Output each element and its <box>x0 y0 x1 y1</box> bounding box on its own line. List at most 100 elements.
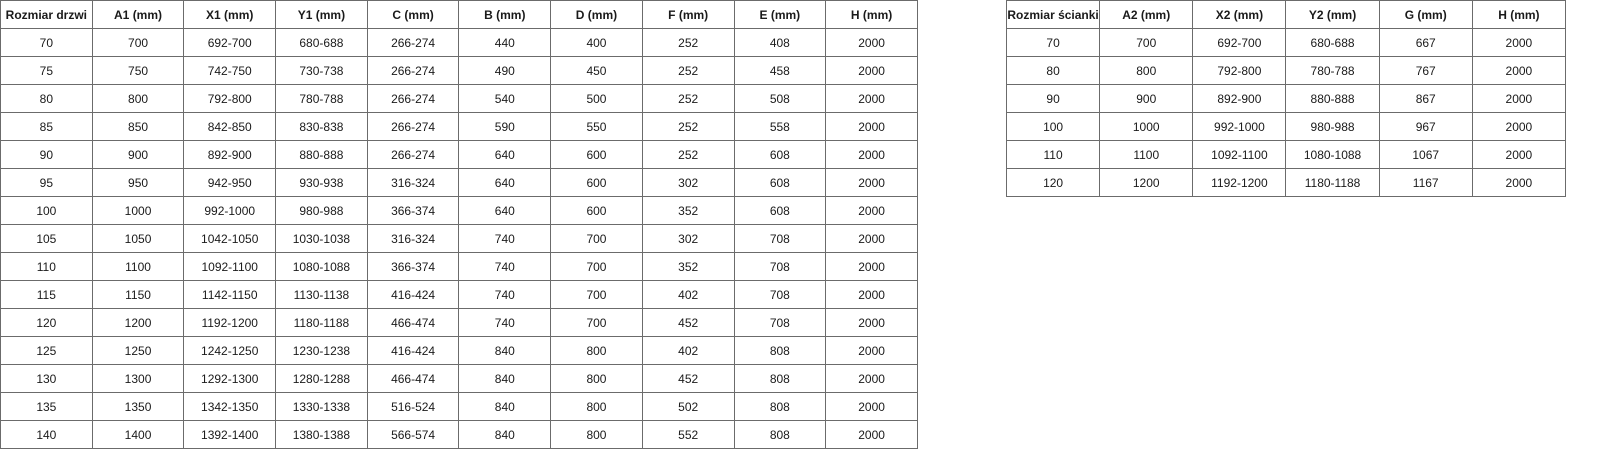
table-cell: 508 <box>733 84 827 113</box>
table-cell: 590 <box>458 112 552 141</box>
table-cell: 252 <box>641 56 735 85</box>
table-cell: 780-788 <box>275 84 368 113</box>
table-cell: 640 <box>458 140 552 169</box>
table-cell: 100 <box>1005 112 1101 141</box>
table-row: 130 1300 1292-1300 1280-1288 466-474 840 800 45… <box>0 364 918 393</box>
table-cell: 550 <box>550 112 643 141</box>
column-header: H (mm) <box>825 0 918 29</box>
table-cell: 540 <box>458 84 552 113</box>
table-cell: 750 <box>91 56 185 85</box>
table-cell: 1130-1138 <box>275 280 368 309</box>
table-cell: 600 <box>550 140 643 169</box>
table-cell: 892-900 <box>1192 84 1287 113</box>
column-header: A1 (mm) <box>91 0 185 29</box>
table-cell: 740 <box>458 308 552 337</box>
wall-dimensions-table: Rozmiar ścianki A2 (mm) X2 (mm) Y2 (mm) G (m… <box>1005 0 1567 197</box>
table-cell: 266-274 <box>366 112 460 141</box>
table-cell: 366-374 <box>366 196 460 225</box>
table-cell: 708 <box>733 224 827 253</box>
table-cell: 466-474 <box>366 308 460 337</box>
column-header: Y2 (mm) <box>1285 0 1380 29</box>
table-cell: 992-1000 <box>1192 112 1287 141</box>
table-cell: 252 <box>641 140 735 169</box>
table-row: 85 850 842-850 830-838 266-274 590 550 252 558 20… <box>0 112 918 141</box>
table-cell: 608 <box>733 196 827 225</box>
table-cell: 1350 <box>91 392 185 421</box>
column-header: D (mm) <box>550 0 643 29</box>
table-cell: 252 <box>641 112 735 141</box>
table-cell: 402 <box>641 280 735 309</box>
table-cell: 792-800 <box>183 84 277 113</box>
table-cell: 1180-1188 <box>275 308 368 337</box>
table-cell: 900 <box>1099 84 1194 113</box>
table-row: 115 1150 1142-1150 1130-1138 416-424 740 700 40… <box>0 280 918 309</box>
table-cell: 502 <box>641 392 735 421</box>
table-cell: 742-750 <box>183 56 277 85</box>
table-cell: 252 <box>641 28 735 57</box>
table-cell: 840 <box>458 336 552 365</box>
table-cell: 2000 <box>825 308 918 337</box>
table-row: 105 1050 1042-1050 1030-1038 316-324 740 700 30… <box>0 224 918 253</box>
table-cell: 1280-1288 <box>275 364 368 393</box>
column-header: E (mm) <box>733 0 827 29</box>
table-cell: 2000 <box>825 140 918 169</box>
table-cell: 266-274 <box>366 140 460 169</box>
table-cell: 1000 <box>1099 112 1194 141</box>
table-cell: 490 <box>458 56 552 85</box>
table-cell: 1180-1188 <box>1285 168 1380 197</box>
table-cell: 1292-1300 <box>183 364 277 393</box>
table-cell: 792-800 <box>1192 56 1287 85</box>
table-cell: 2000 <box>825 280 918 309</box>
table-cell: 400 <box>550 28 643 57</box>
column-header: G (mm) <box>1378 0 1473 29</box>
table-cell: 302 <box>641 224 735 253</box>
table-cell: 1100 <box>1099 140 1194 169</box>
table-cell: 700 <box>550 308 643 337</box>
table-cell: 2000 <box>825 420 918 449</box>
table-cell: 808 <box>733 364 827 393</box>
table-cell: 316-324 <box>366 224 460 253</box>
table-cell: 740 <box>458 224 552 253</box>
table-cell: 466-474 <box>366 364 460 393</box>
table-cell: 708 <box>733 308 827 337</box>
table-cell: 980-988 <box>275 196 368 225</box>
table-cell: 808 <box>733 392 827 421</box>
table-cell: 416-424 <box>366 336 460 365</box>
table-cell: 2000 <box>825 392 918 421</box>
table-cell: 366-374 <box>366 252 460 281</box>
table-cell: 808 <box>733 420 827 449</box>
table-cell: 70 <box>0 28 93 57</box>
table-cell: 930-938 <box>275 168 368 197</box>
table-cell: 608 <box>733 168 827 197</box>
table-row: 70 700 692-700 680-688 266-274 440 400 252 408 20… <box>0 28 918 57</box>
table-cell: 416-424 <box>366 280 460 309</box>
table-row: 80 800 792-800 780-788 266-274 540 500 252 508 20… <box>0 84 918 113</box>
column-header: C (mm) <box>366 0 460 29</box>
table-cell: 302 <box>641 168 735 197</box>
table-cell: 100 <box>0 196 93 225</box>
table-row: 135 1350 1342-1350 1330-1338 516-524 840 800 50… <box>0 392 918 421</box>
table-cell: 125 <box>0 336 93 365</box>
table-cell: 440 <box>458 28 552 57</box>
table-cell: 500 <box>550 84 643 113</box>
table-cell: 867 <box>1378 84 1473 113</box>
table-cell: 1080-1088 <box>275 252 368 281</box>
column-header: Rozmiar ścianki <box>1005 0 1101 29</box>
table-cell: 352 <box>641 196 735 225</box>
table-cell: 1030-1038 <box>275 224 368 253</box>
table-cell: 450 <box>550 56 643 85</box>
table-cell: 808 <box>733 336 827 365</box>
table-cell: 692-700 <box>183 28 277 57</box>
header-row: Rozmiar drzwi A1 (mm) X1 (mm) Y1 (mm) C (mm)… <box>0 0 918 29</box>
table-cell: 2000 <box>825 84 918 113</box>
table-cell: 2000 <box>825 252 918 281</box>
table-cell: 680-688 <box>1285 28 1380 57</box>
table-cell: 740 <box>458 252 552 281</box>
table-cell: 1400 <box>91 420 185 449</box>
table-cell: 780-788 <box>1285 56 1380 85</box>
table-cell: 130 <box>0 364 93 393</box>
table-cell: 640 <box>458 196 552 225</box>
table-cell: 942-950 <box>183 168 277 197</box>
table-cell: 608 <box>733 140 827 169</box>
table-cell: 266-274 <box>366 56 460 85</box>
